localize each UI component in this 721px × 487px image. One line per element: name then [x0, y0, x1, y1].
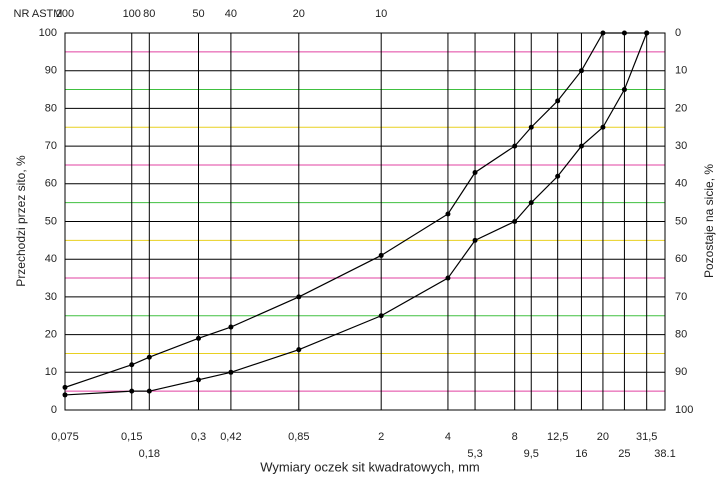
series-line [64, 32, 647, 388]
top-tick-label: 200 [56, 8, 74, 20]
y2-tick-label: 0 [675, 27, 681, 39]
data-point [296, 347, 302, 353]
data-point [555, 173, 561, 179]
data-point [555, 98, 561, 104]
data-point [146, 388, 152, 394]
x-tick-label: 0,3 [191, 431, 206, 443]
y-tick-label: 50 [45, 215, 57, 227]
y2-tick-label: 70 [675, 291, 687, 303]
y2-tick-label: 30 [675, 140, 687, 152]
y2-axis-title: Pozostaje na sicie, % [702, 164, 716, 278]
y-tick-label: 0 [51, 404, 57, 416]
x-tick-label: 20 [597, 431, 609, 443]
x-axis-title: Wymiary oczek sit kwadratowych, mm [260, 459, 479, 474]
y2-tick-label: 40 [675, 178, 687, 190]
data-point [445, 211, 451, 217]
data-point [228, 324, 234, 330]
y-tick-label: 80 [45, 102, 57, 114]
x-tick-label: 0,42 [220, 431, 241, 443]
top-tick-label: 80 [143, 8, 155, 20]
y2-tick-label: 80 [675, 329, 687, 341]
x-tick-label: 5,3 [467, 448, 482, 460]
data-point [512, 219, 518, 224]
data-point [621, 30, 627, 36]
data-point [445, 275, 451, 281]
data-point [528, 124, 534, 130]
data-point [528, 200, 534, 206]
x-tick-label: 4 [445, 431, 451, 443]
y-tick-label: 20 [45, 329, 57, 341]
y2-tick-label: 10 [675, 65, 687, 77]
data-point [196, 335, 202, 341]
y2-tick-label: 60 [675, 253, 687, 265]
data-point [578, 143, 584, 149]
y-tick-label: 60 [45, 178, 57, 190]
data-point [472, 237, 478, 243]
y-tick-label: 30 [45, 291, 57, 303]
y-tick-label: 100 [39, 27, 57, 39]
x-tick-label: 16 [575, 448, 587, 460]
x-tick-label: 25 [618, 448, 630, 460]
data-point [600, 30, 606, 36]
data-point [512, 143, 518, 149]
data-point [621, 87, 627, 93]
data-point [378, 252, 384, 258]
data-point [196, 377, 202, 383]
x-tick-label: 8 [512, 431, 518, 443]
y-tick-label: 90 [45, 65, 57, 77]
y2-tick-label: 20 [675, 102, 687, 114]
data-point [62, 384, 68, 390]
y-tick-label: 10 [45, 366, 57, 378]
top-tick-label: 20 [293, 8, 305, 20]
y2-tick-label: 90 [675, 366, 687, 378]
data-point [296, 294, 302, 300]
data-point [62, 392, 68, 398]
y2-tick-label: 100 [675, 404, 693, 416]
data-point [378, 313, 384, 319]
top-tick-label: 40 [225, 8, 237, 20]
x-tick-label: 31,5 [636, 431, 657, 443]
y-axis-title: Przechodzi przez sito, % [14, 155, 28, 287]
x-tick-label: 0,85 [288, 431, 309, 443]
x-tick-label: 0,15 [121, 431, 142, 443]
data-point [129, 362, 135, 368]
data-point [578, 68, 584, 74]
plot-frame [64, 32, 666, 411]
y-tick-label: 70 [45, 140, 57, 152]
data-point [146, 354, 152, 360]
top-tick-label: 100 [123, 8, 141, 20]
x-tick-label: 12,5 [547, 431, 568, 443]
top-tick-label: 50 [192, 8, 204, 20]
x-tick-label: 2 [378, 431, 384, 443]
data-point [472, 169, 478, 175]
y-tick-label: 40 [45, 253, 57, 265]
x-tick-label: 38.1 [654, 448, 675, 460]
top-axis-title: NR ASTM [14, 8, 63, 20]
data-point [228, 369, 234, 375]
y2-tick-label: 50 [675, 215, 687, 227]
x-tick-label: 9,5 [524, 448, 539, 460]
data-point [600, 124, 606, 130]
x-tick-label: 0,18 [139, 448, 160, 460]
data-point [644, 30, 650, 36]
x-tick-label: 0,075 [51, 431, 79, 443]
series-line [64, 32, 648, 396]
data-point [129, 388, 135, 394]
top-tick-label: 10 [375, 8, 387, 20]
